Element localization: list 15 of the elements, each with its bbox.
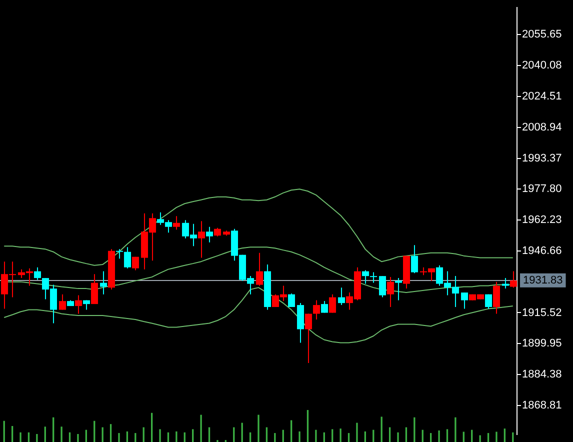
y-tick-label: 2024.51	[522, 90, 562, 103]
y-tick-label: 1884.38	[522, 368, 562, 381]
candlestick	[370, 272, 377, 283]
candlestick	[395, 278, 402, 300]
ref-line-label: 1931.83	[523, 274, 563, 286]
y-tick-label: 2040.08	[522, 60, 562, 72]
y-tick-label: 1993.37	[522, 152, 562, 164]
y-tick-label: 1899.95	[522, 338, 562, 350]
y-tick-label: 1946.66	[522, 244, 562, 257]
y-tick-label: 1915.52	[522, 306, 562, 319]
y-tick-label: 1868.81	[522, 399, 562, 412]
y-tick-label: 1977.80	[522, 183, 562, 196]
y-tick-label: 2055.65	[522, 28, 562, 41]
y-tick-label: 1962.23	[522, 214, 562, 226]
y-tick-label: 2008.94	[522, 121, 562, 134]
